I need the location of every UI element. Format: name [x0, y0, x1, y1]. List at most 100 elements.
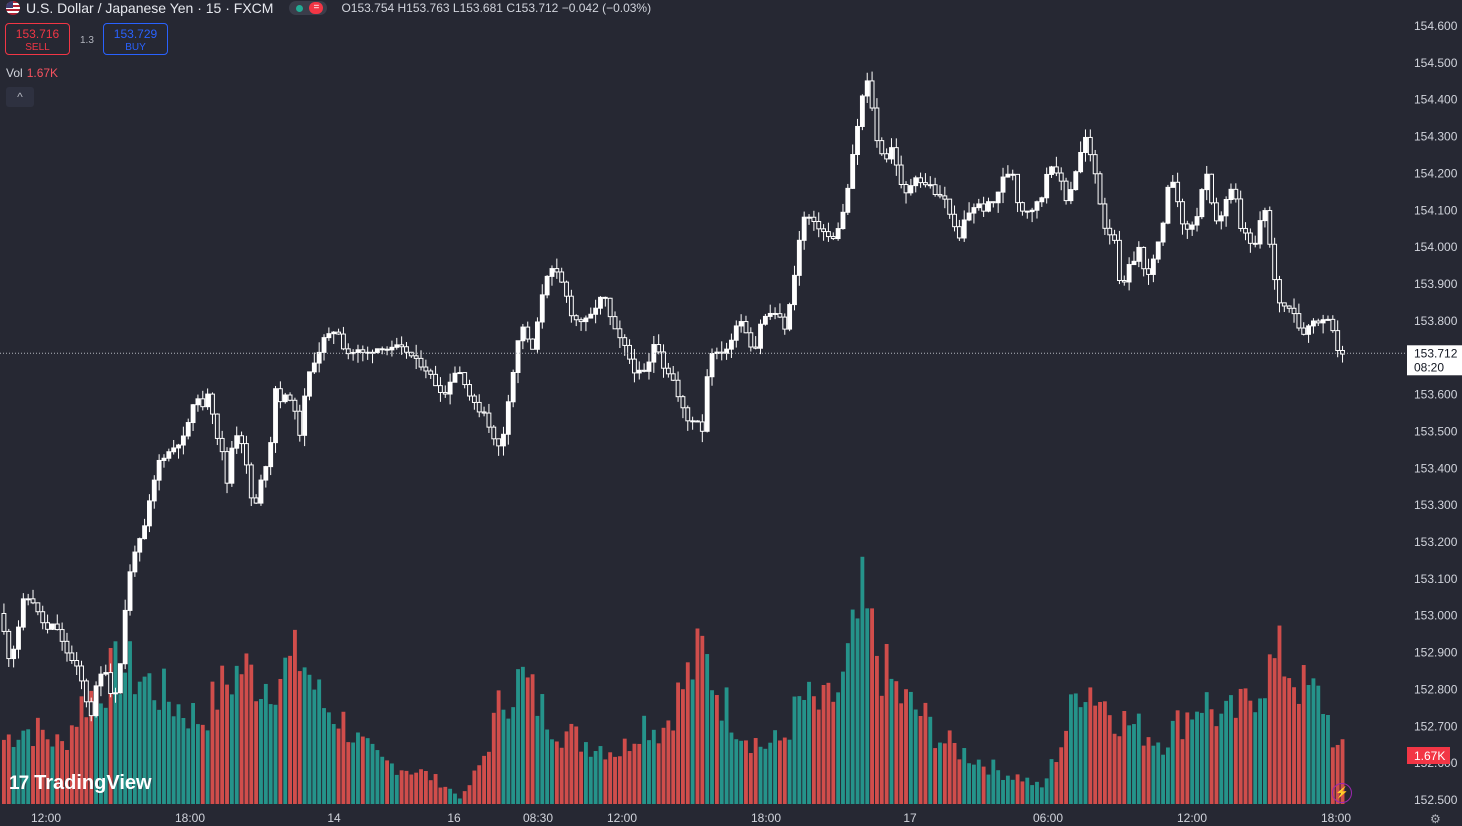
last-price-label: 153.712: [1414, 346, 1458, 360]
volume-bar: [142, 676, 147, 804]
volume-bar: [661, 727, 666, 804]
candle-body: [180, 435, 186, 446]
volume-bar: [196, 724, 200, 804]
candle-body: [729, 339, 734, 350]
candle-body: [117, 663, 123, 694]
candle-body: [1112, 234, 1118, 241]
volume-bar: [802, 699, 807, 804]
candle-body: [505, 401, 511, 435]
symbol-title[interactable]: U.S. Dollar / Japanese Yen · 15 · FXCM: [26, 0, 274, 16]
us-flag-icon: [6, 1, 20, 15]
volume-bar: [1001, 779, 1005, 804]
volume-legend[interactable]: Vol 1.67K: [6, 66, 58, 80]
candle-body: [452, 372, 458, 383]
volume-bar: [603, 759, 608, 804]
candle-body: [884, 153, 890, 160]
volume-bar: [1102, 701, 1107, 804]
candle-body: [161, 457, 167, 461]
lightning-icon[interactable]: ⚡: [1332, 783, 1352, 803]
volume-bar: [166, 701, 171, 804]
candle-body: [224, 451, 230, 484]
volume-bar: [821, 684, 826, 804]
volume-bar: [482, 755, 486, 804]
candle-body: [1223, 199, 1229, 217]
candle-body: [1281, 302, 1287, 307]
sell-button[interactable]: 153.716 SELL: [5, 23, 70, 55]
volume-bar: [516, 669, 520, 804]
candle-body: [200, 398, 206, 408]
volume-bar: [826, 682, 831, 804]
ohlc-high: H153.763: [397, 1, 450, 15]
price-tick-label: 154.400: [1414, 93, 1458, 107]
volume-bar: [593, 751, 598, 804]
candle-body: [952, 213, 957, 228]
candle-body: [845, 187, 851, 213]
candle-body: [1252, 242, 1258, 245]
volume-bar: [1141, 745, 1146, 804]
tradingview-logo[interactable]: 17 TradingView: [9, 772, 152, 795]
candle-body: [1277, 279, 1282, 304]
volume-bar: [123, 672, 128, 804]
candle-body: [961, 219, 967, 239]
volume-bar: [724, 687, 729, 804]
buy-label: BUY: [125, 42, 146, 53]
candle-body: [617, 328, 623, 339]
candle-body: [1340, 350, 1345, 355]
volume-bar: [1253, 712, 1258, 804]
candle-body: [748, 332, 754, 348]
candle-body: [302, 395, 308, 436]
volume-bar: [850, 609, 855, 804]
candle-body: [1194, 216, 1200, 226]
volume-bar: [569, 723, 574, 804]
volume-bar: [137, 681, 142, 804]
buy-button[interactable]: 153.729 BUY: [103, 23, 168, 55]
candle-body: [1083, 136, 1088, 153]
candle-body: [568, 295, 574, 317]
candle-body: [806, 216, 812, 219]
volume-bar: [1093, 705, 1098, 804]
candle-body: [927, 184, 933, 187]
volume-bar: [336, 728, 341, 804]
candle-body: [510, 371, 516, 403]
candle-body: [1335, 330, 1341, 352]
volume-bar: [928, 716, 933, 804]
candle-body: [190, 404, 196, 424]
candle-body: [88, 701, 94, 717]
candle-body: [1029, 209, 1035, 213]
candle-body: [981, 203, 987, 212]
volume-bar: [758, 746, 763, 804]
volume-bar: [477, 765, 482, 804]
volume-bar: [317, 679, 322, 804]
candle-body: [772, 312, 778, 315]
volume-bar: [346, 742, 351, 804]
volume-bar: [642, 715, 647, 804]
candle-body: [976, 203, 982, 209]
ohlc-change: −0.042 (−0.03%): [561, 1, 652, 15]
volume-bar: [210, 681, 215, 804]
volume-bar: [103, 707, 108, 804]
candle-body: [501, 433, 506, 447]
volume-bar: [157, 709, 162, 804]
volume-bar: [50, 746, 55, 804]
candle-body: [1063, 180, 1069, 202]
volume-bar: [365, 738, 370, 804]
collapse-legend-button[interactable]: ^: [6, 87, 34, 107]
candle-body: [719, 351, 725, 354]
settings-gear-icon[interactable]: ⚙: [1430, 812, 1441, 826]
candle-body: [956, 226, 962, 239]
volume-bar: [972, 764, 976, 804]
volume-bar: [1267, 654, 1272, 804]
volume-bar: [162, 668, 166, 804]
candle-body: [1189, 224, 1195, 230]
price-tick-label: 154.500: [1414, 56, 1458, 70]
candle-body: [1262, 210, 1268, 222]
candle-body: [1247, 232, 1253, 244]
candle-body: [709, 352, 715, 378]
volume-bar: [1263, 698, 1267, 804]
candle-body: [69, 652, 75, 662]
candle-body: [1311, 320, 1316, 327]
volume-bar: [118, 694, 123, 804]
volume-bar: [1214, 726, 1219, 804]
market-status-pill[interactable]: =: [289, 1, 328, 15]
